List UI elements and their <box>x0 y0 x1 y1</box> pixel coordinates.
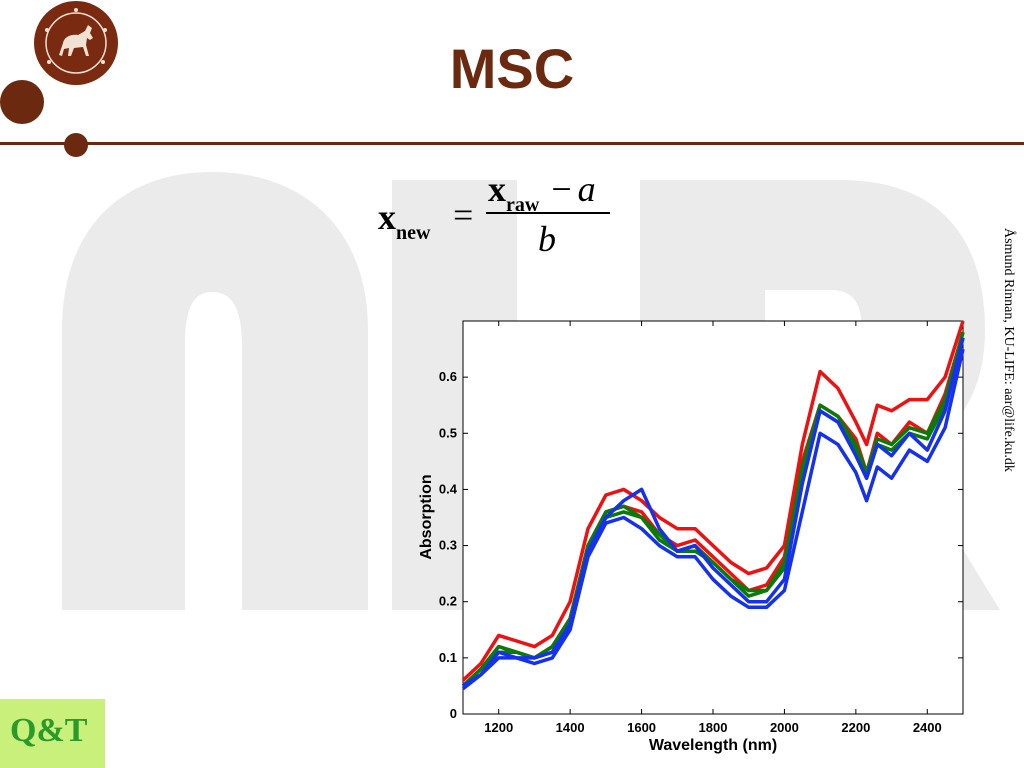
spectrum-line-1 <box>461 320 965 682</box>
watermark-letter-n <box>62 172 368 610</box>
formula-fraction-bar <box>486 212 610 214</box>
formula-a: a <box>577 169 596 209</box>
formula-lhs-sub: new <box>396 222 431 244</box>
formula-numerator: xraw − a <box>488 168 596 217</box>
decorative-dot-small <box>64 133 88 157</box>
slide-title: MSC <box>449 37 575 100</box>
absorption-chart: 1200 1400 1600 1800 2000 2200 2400 00.10.20.30… <box>418 320 965 754</box>
formula-lhs-var: x <box>378 197 396 237</box>
x-tick-label: 1800 <box>699 720 728 735</box>
spectrum-line-6 <box>461 348 965 691</box>
qt-logo: Q&T <box>10 712 88 749</box>
formula-lhs: xnew <box>378 196 430 245</box>
formula-minus: − <box>551 169 572 209</box>
qt-logo-box <box>0 699 105 768</box>
y-tick-label: 0.4 <box>439 481 458 496</box>
x-axis-label: Wavelength (nm) <box>649 737 777 754</box>
formula-denominator: b <box>538 219 556 259</box>
university-seal-logo <box>34 1 118 85</box>
header-rule <box>0 142 1024 145</box>
y-axis-ticks: 0 0.1 0.2 0.3 0.4 0.5 0.6 <box>439 369 963 721</box>
x-tick-label: 1200 <box>484 720 513 735</box>
x-tick-label: 2200 <box>841 720 870 735</box>
y-tick-label: 0.2 <box>439 594 457 609</box>
formula-num-sub: raw <box>506 194 540 216</box>
author-credit: Åsmund Rinnan, KU-LIFE: aar@life.ku.dk <box>1001 228 1016 472</box>
y-tick-label: 0.6 <box>439 369 457 384</box>
x-tick-label: 1400 <box>556 720 585 735</box>
x-tick-label: 2000 <box>770 720 799 735</box>
formula-equals: = <box>453 195 474 235</box>
y-tick-label: 0 <box>450 706 457 721</box>
y-tick-label: 0.5 <box>439 425 457 440</box>
spectrum-line-5 <box>462 337 965 688</box>
y-axis-label: Absorption <box>418 474 435 559</box>
x-tick-label: 2400 <box>913 720 942 735</box>
x-tick-label: 1600 <box>627 720 656 735</box>
formula-num-var: x <box>488 169 506 209</box>
decorative-dot-large <box>0 80 44 124</box>
spectra-lines <box>461 320 965 691</box>
horse-icon <box>59 25 93 56</box>
y-tick-label: 0.3 <box>439 538 457 553</box>
x-axis-ticks: 1200 1400 1600 1800 2000 2200 2400 <box>484 321 942 735</box>
y-tick-label: 0.1 <box>439 650 457 665</box>
msc-formula: xnew = xraw − a b <box>378 168 628 268</box>
